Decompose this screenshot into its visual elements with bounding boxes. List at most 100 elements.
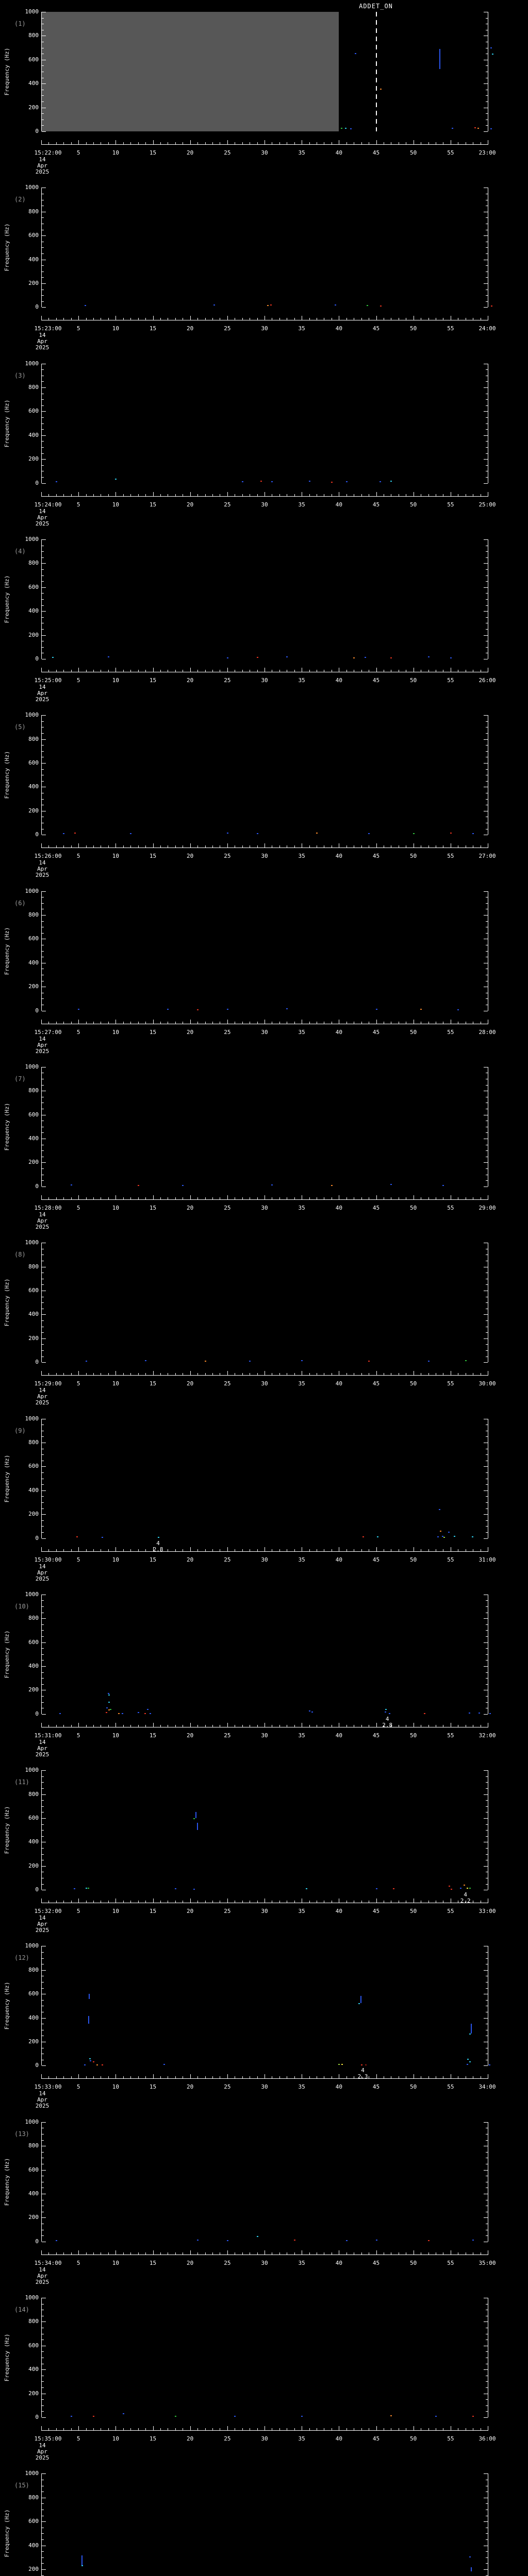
x-tick (175, 494, 176, 496)
y-tick-label: 400 (28, 2014, 39, 2021)
detection-point (390, 1184, 392, 1185)
y-tick (42, 599, 44, 600)
x-tick-label: 5 (76, 149, 80, 156)
y-tick (486, 1988, 488, 1989)
x-tick (86, 1901, 87, 1903)
x-tick (93, 669, 94, 672)
x-tick (197, 494, 198, 496)
x-tick (190, 667, 191, 672)
x-tick-label: 10 (112, 1732, 119, 1739)
x-tick (108, 318, 109, 320)
x-tick-label: 15 (149, 676, 157, 684)
x-tick (41, 843, 42, 848)
y-tick (42, 1526, 44, 1527)
x-tick (257, 1373, 258, 1376)
y-tick-label: 600 (28, 2518, 39, 2524)
y-tick (486, 369, 488, 370)
x-tick (197, 2076, 198, 2079)
y-tick-label: 600 (28, 232, 39, 239)
x-tick-label: 40 (335, 1556, 342, 1563)
detection-point (197, 1009, 199, 1010)
x-axis-end-time: 32:00 (478, 1732, 496, 1739)
x-tick (138, 2428, 139, 2431)
x-tick (108, 669, 109, 672)
detection-point (424, 1713, 425, 1714)
y-tick (42, 1496, 44, 1497)
x-tick (123, 1549, 124, 1551)
x-tick (175, 1901, 176, 1903)
x-tick (86, 2076, 87, 2079)
x-tick-label: 5 (76, 1556, 80, 1563)
x-tick-label: 30 (261, 1204, 268, 1211)
y-tick (486, 1824, 488, 1825)
x-axis-start-date: 2025 (35, 2278, 50, 2285)
detection-point (390, 2415, 392, 2416)
x-axis-end-time: 27:00 (478, 853, 496, 860)
y-tick-label: 1000 (25, 888, 39, 894)
x-tick-label: 10 (112, 1380, 119, 1387)
x-tick (56, 2428, 57, 2431)
y-tick (486, 781, 488, 782)
y-axis-title: Frequency (Hz) (4, 2158, 10, 2206)
x-tick (212, 669, 213, 672)
x-tick (160, 2252, 161, 2255)
x-tick (108, 1901, 109, 1903)
y-tick (484, 2369, 488, 2370)
y-tick-label: 600 (28, 1111, 39, 1118)
y-tick (484, 2065, 488, 2066)
x-tick (175, 1549, 176, 1551)
y-tick (42, 295, 44, 296)
detection-point (393, 1888, 394, 1889)
x-tick (294, 1373, 295, 1376)
x-tick-label: 50 (410, 1380, 417, 1387)
y-tick (486, 1624, 488, 1625)
x-tick (257, 2428, 258, 2431)
x-tick-label: 30 (261, 1732, 268, 1739)
detection-point (175, 2416, 176, 2417)
panel-number: (14) (14, 2306, 29, 2314)
x-tick-label: 25 (224, 1556, 231, 1563)
x-tick (138, 1021, 139, 1024)
y-tick-label: 400 (28, 432, 39, 438)
x-axis-start-date: Apr (37, 2096, 47, 2104)
x-tick-label: 10 (112, 1908, 119, 1915)
x-tick (48, 494, 49, 496)
y-tick (486, 2399, 488, 2400)
detection-point (346, 481, 348, 482)
y-tick (42, 611, 46, 612)
x-tick (376, 2426, 377, 2431)
x-tick (190, 2250, 191, 2255)
y-tick (42, 1472, 44, 1473)
x-tick (428, 2076, 429, 2079)
x-tick-label: 5 (76, 325, 80, 332)
y-tick (42, 2503, 44, 2504)
y-tick (42, 1538, 46, 1539)
x-tick (130, 2252, 131, 2255)
detection-point (108, 1694, 110, 1696)
y-tick (42, 1150, 44, 1151)
detection-point (108, 1693, 109, 1694)
detection-point (413, 833, 415, 834)
y-tick (42, 1532, 44, 1533)
y-tick (486, 1454, 488, 1455)
y-tick-label: 800 (28, 1791, 39, 1798)
panel-number: (6) (14, 899, 26, 907)
x-axis-start-time: 15:34:00 (34, 2259, 62, 2266)
y-tick-label: 800 (28, 736, 39, 742)
y-tick (486, 593, 488, 594)
x-tick (361, 2428, 362, 2431)
y-tick (42, 2321, 46, 2322)
y-tick-label: 1000 (25, 711, 39, 718)
y-axis-left (41, 539, 42, 659)
y-tick (42, 1636, 44, 1637)
x-tick (227, 2074, 228, 2079)
x-tick-label: 40 (335, 1732, 342, 1739)
x-tick (48, 2076, 49, 2079)
y-tick (486, 921, 488, 922)
x-tick (294, 845, 295, 848)
detection-point (234, 2416, 236, 2417)
y-tick (42, 1678, 44, 1679)
y-tick (486, 2235, 488, 2236)
panel-number: (10) (14, 1602, 29, 1610)
detection-point (474, 127, 476, 128)
